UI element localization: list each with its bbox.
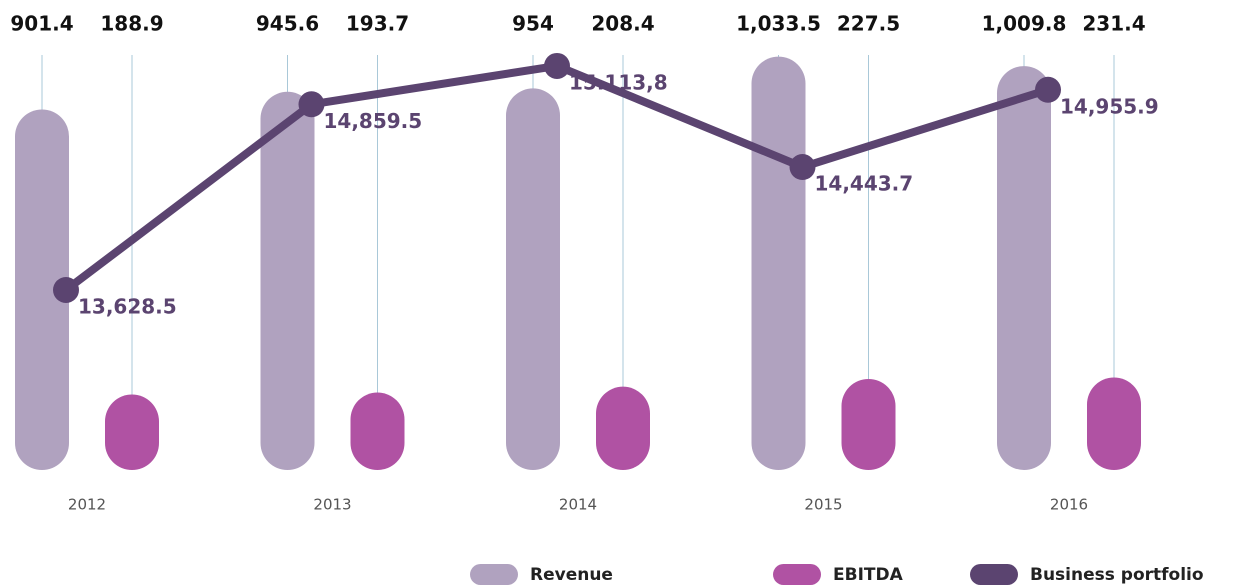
legend-label: Revenue <box>530 565 613 585</box>
bar <box>15 109 69 470</box>
bar <box>105 394 159 470</box>
value-label: 954 <box>512 12 554 36</box>
legend-label: EBITDA <box>833 565 904 585</box>
value-label: 901.4 <box>10 12 73 36</box>
bar <box>751 56 806 470</box>
bar <box>1087 377 1141 470</box>
legend-label: Business portfolio <box>1030 565 1204 585</box>
legend-swatch <box>970 564 1018 585</box>
legend-swatch <box>470 564 518 585</box>
line-point <box>53 276 79 303</box>
line-value-label: 14,859.5 <box>324 109 423 133</box>
x-tick-label: 2016 <box>1050 496 1088 514</box>
bar <box>997 66 1051 470</box>
value-label: 208.4 <box>591 12 654 36</box>
value-label: 945.6 <box>256 12 319 36</box>
value-label: 1,033.5 <box>736 12 821 36</box>
legend-swatch <box>773 564 821 585</box>
bar <box>350 392 405 470</box>
line-value-label: 13,628.5 <box>78 294 177 318</box>
bar <box>506 88 560 471</box>
bar <box>596 386 650 470</box>
line-value-label: 15.113,8 <box>569 70 668 94</box>
line-value-label: 14,955.9 <box>1060 94 1159 118</box>
value-label: 227.5 <box>837 12 900 36</box>
line-point <box>1035 76 1061 103</box>
x-tick-label: 2012 <box>68 496 106 514</box>
bar <box>841 379 896 470</box>
value-label: 188.9 <box>100 12 163 36</box>
line-value-label: 14,443.7 <box>815 172 914 196</box>
value-label: 231.4 <box>1082 12 1145 36</box>
line-point <box>298 91 325 118</box>
bar <box>260 91 315 470</box>
line-point <box>544 52 570 79</box>
value-label: 1,009.8 <box>982 12 1067 36</box>
value-label: 193.7 <box>346 12 409 36</box>
x-tick-label: 2013 <box>313 496 351 514</box>
x-tick-label: 2015 <box>804 496 842 514</box>
line-point <box>789 154 816 181</box>
x-tick-label: 2014 <box>559 496 597 514</box>
